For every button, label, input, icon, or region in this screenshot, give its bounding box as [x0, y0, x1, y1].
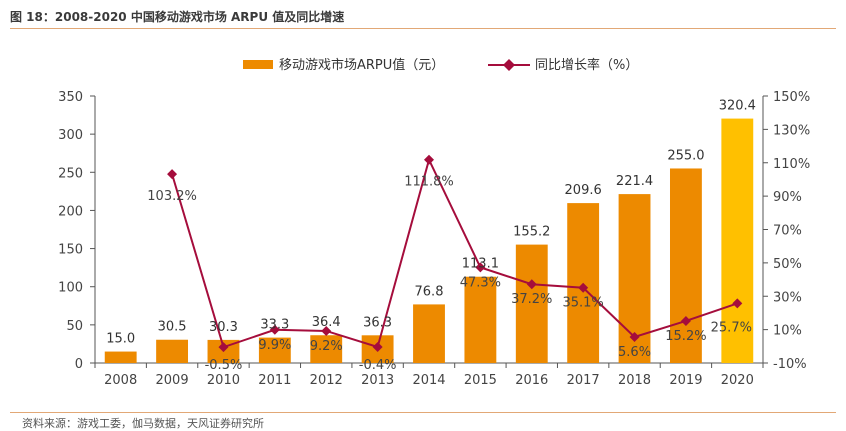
x-tick-label: 2014: [412, 373, 445, 388]
growth-marker: [680, 315, 691, 326]
bar-value-label: 33.3: [260, 318, 289, 333]
x-tick-label: 2016: [515, 373, 548, 388]
legend-label-growth: 同比增长率（%）: [535, 57, 638, 73]
x-tick-label: 2008: [104, 373, 137, 388]
growth-value-label: 111.8%: [404, 175, 454, 190]
bar-value-label: 155.2: [513, 225, 550, 240]
growth-marker: [218, 342, 229, 353]
growth-value-label: -0.5%: [205, 358, 243, 373]
growth-marker: [475, 262, 486, 273]
legend-label-arpu: 移动游戏市场ARPU值（元）: [279, 57, 444, 73]
bar-value-label: 209.6: [565, 183, 602, 198]
y-left-tick-label: 200: [58, 204, 83, 219]
bar: [669, 168, 702, 363]
y-right-tick-label: 70%: [773, 224, 802, 239]
y-right-tick-label: 30%: [773, 290, 802, 305]
growth-marker: [269, 324, 280, 335]
title-rule: [10, 28, 836, 29]
growth-marker: [732, 298, 743, 309]
growth-value-label: 103.2%: [147, 189, 197, 204]
growth-marker: [167, 169, 178, 180]
legend: 移动游戏市场ARPU值（元） 同比增长率（%）: [243, 57, 638, 73]
growth-marker: [372, 341, 383, 352]
bar: [413, 304, 445, 363]
y-left-tick-label: 300: [58, 128, 83, 143]
bar-value-label: 30.3: [209, 320, 238, 335]
growth-marker: [321, 325, 332, 336]
y-left-tick-label: 100: [58, 281, 83, 296]
x-tick-label: 2015: [464, 373, 497, 388]
bar-value-label: 15.0: [106, 332, 135, 347]
y-right-tick-label: 90%: [773, 190, 802, 205]
bar: [721, 118, 754, 364]
x-tick-label: 2011: [258, 373, 291, 388]
bar-value-label: 255.0: [667, 148, 704, 163]
growth-value-label: 5.6%: [618, 345, 651, 360]
bar-value-label: 320.4: [719, 99, 756, 114]
bar: [464, 276, 497, 363]
y-right-tick-label: 150%: [773, 90, 810, 105]
growth-value-label: 37.2%: [511, 292, 552, 307]
bar: [258, 337, 291, 363]
growth-value-label: 25.7%: [711, 320, 752, 335]
y-right-tick-label: 110%: [773, 157, 810, 172]
bar-value-label: 36.3: [363, 315, 392, 330]
legend-marker-growth: [503, 59, 515, 71]
bar-value-label: 36.4: [312, 315, 341, 330]
growth-polyline: [171, 156, 738, 349]
growth-value-label: 15.2%: [665, 329, 706, 344]
axes: 0 50 100 150 200 250 300 350 -10% 10% 30% 50% 70% 90%…: [58, 90, 810, 388]
growth-marker: [526, 279, 537, 290]
bar-value-label: 221.4: [616, 174, 653, 189]
bar: [515, 244, 548, 363]
y-right-tick-label: 10%: [773, 324, 802, 339]
x-tick-label: 2018: [618, 373, 651, 388]
bar-value-label: 30.5: [158, 320, 187, 335]
data-labels: 15.0 30.5 30.3 33.3 36.4 36.3 76.8 113.1 155.2 20…: [106, 99, 756, 374]
growth-value-label: -0.4%: [359, 358, 397, 373]
growth-marker: [578, 282, 589, 293]
x-tick-label: 2020: [721, 373, 754, 388]
bar: [104, 351, 137, 363]
y-left-tick-label: 50: [66, 319, 83, 334]
growth-value-label: 35.1%: [562, 296, 603, 311]
growth-value-label: 9.9%: [258, 338, 291, 353]
x-tick-label: 2019: [669, 373, 702, 388]
x-tick-label: 2010: [207, 373, 240, 388]
chart: 移动游戏市场ARPU值（元） 同比增长率（%） 0 50 100 150 200 250 30…: [58, 57, 810, 388]
y-right-tick-label: 50%: [773, 257, 802, 272]
y-right-tick-label: 130%: [773, 123, 810, 138]
x-tick-label: 2017: [567, 373, 600, 388]
growth-marker: [424, 154, 434, 165]
x-tick-label: 2013: [361, 373, 394, 388]
y-left-tick-label: 0: [75, 357, 83, 372]
figure-title: 图 18：2008-2020 中国移动游戏市场 ARPU 值及同比增速: [10, 10, 345, 24]
y-left-tick-label: 350: [58, 90, 83, 105]
source-rule: [10, 412, 836, 413]
bar-value-label: 76.8: [415, 284, 444, 299]
legend-swatch-arpu: [243, 60, 273, 69]
source-note: 资料来源：游戏工委，伽马数据，天风证券研究所: [22, 417, 264, 430]
y-left-tick-label: 150: [58, 243, 83, 258]
x-tick-label: 2009: [156, 373, 189, 388]
y-left-tick-label: 250: [58, 166, 83, 181]
x-tick-label: 2012: [310, 373, 343, 388]
y-right-tick-label: -10%: [773, 357, 807, 372]
growth-marker: [629, 331, 640, 342]
bar-value-label: 113.1: [462, 257, 499, 272]
growth-value-label: 47.3%: [460, 275, 501, 290]
bar: [156, 339, 189, 363]
bar: [310, 335, 343, 363]
growth-line: [167, 154, 743, 353]
growth-value-label: 9.2%: [310, 339, 343, 354]
